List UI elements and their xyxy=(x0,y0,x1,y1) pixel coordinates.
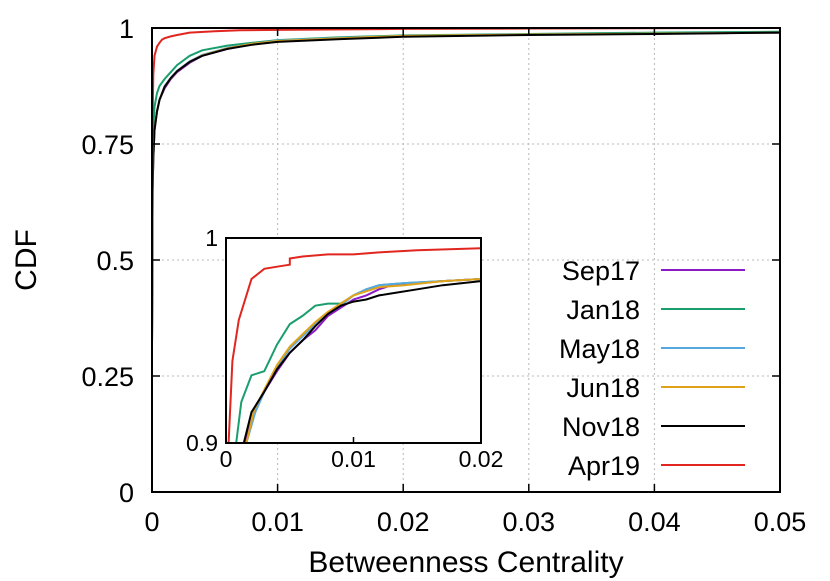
x-tick-label: 0.05 xyxy=(754,507,807,537)
legend-label: May18 xyxy=(559,334,640,364)
inset-x-tick-label: 0 xyxy=(220,446,233,472)
x-tick-label: 0.02 xyxy=(377,507,430,537)
x-tick-label: 0.01 xyxy=(251,507,304,537)
y-tick-label: 0.75 xyxy=(81,130,134,160)
legend: Sep17 Jan18 May18 Jun18 Nov18 Apr19 xyxy=(559,256,745,481)
x-tick-label: 0.03 xyxy=(503,507,556,537)
legend-item-sep17: Sep17 xyxy=(562,256,745,286)
legend-item-jun18: Jun18 xyxy=(566,373,745,403)
y-axis-title: CDF xyxy=(10,229,43,291)
y-axis-ticks: 0 0.25 0.5 0.75 1 xyxy=(81,14,780,508)
y-tick-label: 0.5 xyxy=(96,246,134,276)
legend-label: Jan18 xyxy=(566,295,640,325)
series-line-apr19 xyxy=(151,27,781,344)
inset-x-ticks: 0 0.01 0.02 xyxy=(220,437,504,472)
legend-item-jan18: Jan18 xyxy=(566,295,745,325)
inset-y-tick-label: 0.9 xyxy=(186,430,218,456)
inset-line-apr19 xyxy=(227,247,481,443)
inset-x-tick-label: 0.02 xyxy=(459,446,504,472)
legend-label: Jun18 xyxy=(566,373,640,403)
inset-line-jun18 xyxy=(245,278,481,443)
x-tick-label: 0.04 xyxy=(628,507,681,537)
y-tick-label: 0.25 xyxy=(81,362,134,392)
y-tick-label: 0 xyxy=(119,478,134,508)
y-tick-label: 1 xyxy=(119,14,134,44)
x-axis-title: Betweenness Centrality xyxy=(308,546,623,579)
x-tick-label: 0 xyxy=(144,507,159,537)
inset-y-tick-label: 1 xyxy=(205,225,218,251)
inset-y-ticks: 0.91 xyxy=(186,225,232,456)
legend-label: Sep17 xyxy=(562,256,640,286)
legend-item-nov18: Nov18 xyxy=(562,412,745,442)
inset-x-tick-label: 0.01 xyxy=(331,446,376,472)
inset-background xyxy=(226,238,481,443)
x-axis-ticks: 0 0.01 0.02 0.03 0.04 0.05 xyxy=(144,28,806,537)
legend-item-may18: May18 xyxy=(559,334,745,364)
series-line-nov18 xyxy=(151,31,781,344)
legend-label: Nov18 xyxy=(562,412,640,442)
legend-label: Apr19 xyxy=(568,451,640,481)
inset-line-nov18 xyxy=(242,280,481,443)
legend-item-apr19: Apr19 xyxy=(568,451,745,481)
inset-series xyxy=(227,247,481,443)
